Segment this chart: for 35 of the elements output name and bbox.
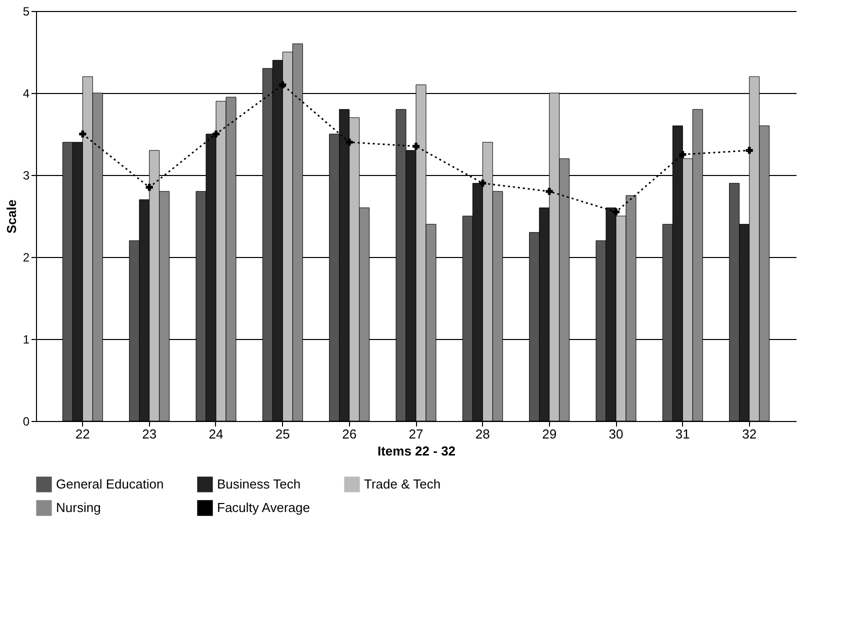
legend-label: Nursing [56, 500, 101, 515]
point [146, 184, 153, 191]
legend-label: General Education [56, 476, 164, 492]
point [279, 81, 286, 88]
point [479, 180, 486, 187]
x-tick-label: 27 [408, 426, 424, 442]
x-tick-label: 26 [342, 426, 357, 442]
legend-label: Faculty Average [217, 500, 310, 515]
point [412, 142, 420, 150]
point [212, 130, 220, 138]
y-tick-label: 3 [22, 168, 30, 182]
x-tick-label: 23 [142, 426, 157, 442]
x-tick-label: 22 [75, 426, 90, 442]
x-tick-label: 32 [742, 426, 757, 442]
y-tick-label: 2 [22, 250, 30, 264]
y-tick-label: 4 [22, 86, 30, 100]
x-tick-label: 29 [542, 426, 557, 442]
legend-label: Business Tech [217, 476, 301, 492]
point [79, 130, 86, 138]
x-tick-label: 25 [275, 426, 290, 442]
x-tick-label: 30 [608, 426, 624, 442]
point [546, 188, 553, 195]
legend-label: Trade & Tech [364, 476, 441, 492]
x-tick-label: 28 [475, 426, 490, 442]
x-tick-label: 24 [208, 426, 224, 442]
y-axis-title: Scale [4, 200, 19, 234]
x-axis-title: Items 22 - 32 [377, 444, 456, 458]
y-tick-label: 5 [22, 4, 30, 18]
y-tick-label: 1 [22, 332, 30, 346]
point [346, 138, 353, 146]
y-tick-label: 0 [22, 414, 30, 428]
point [612, 208, 620, 216]
x-tick-label: 31 [675, 426, 690, 442]
point [679, 150, 686, 158]
point [746, 146, 753, 154]
